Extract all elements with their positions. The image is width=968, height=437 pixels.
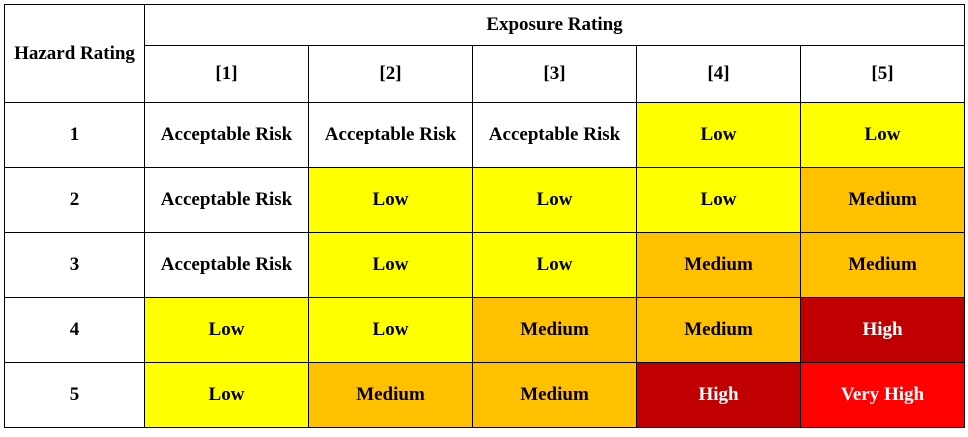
risk-cell: Acceptable Risk	[472, 102, 637, 168]
risk-cell: Low	[308, 297, 473, 363]
risk-cell: Medium	[472, 362, 637, 428]
exposure-rating-header: Exposure Rating	[144, 4, 965, 46]
risk-cell: Low	[636, 102, 801, 168]
risk-cell: Low	[144, 362, 309, 428]
risk-cell: High	[636, 362, 801, 428]
table-row: 1 Acceptable Risk Acceptable Risk Acceptabl…	[4, 102, 965, 168]
risk-cell: Low	[472, 167, 637, 233]
risk-cell: Low	[636, 167, 801, 233]
exposure-level-3: [3]	[472, 45, 637, 103]
hazard-rating-header: Hazard Rating	[4, 4, 145, 103]
risk-cell: High	[800, 297, 965, 363]
table-row: 3 Acceptable Risk Low Low Medium Medium	[4, 232, 965, 298]
risk-cell: Medium	[308, 362, 473, 428]
risk-cell: Acceptable Risk	[144, 167, 309, 233]
exposure-level-5: [5]	[800, 45, 965, 103]
risk-cell: Medium	[636, 297, 801, 363]
hazard-rating-cell: 2	[4, 167, 145, 233]
hazard-rating-cell: 5	[4, 362, 145, 428]
risk-cell: Medium	[472, 297, 637, 363]
risk-matrix-table: Hazard Rating Exposure Rating [1] [2] [3…	[4, 4, 965, 428]
header-row-levels: [1] [2] [3] [4] [5]	[5, 45, 965, 103]
hazard-rating-cell: 1	[4, 102, 145, 168]
risk-cell: Acceptable Risk	[144, 232, 309, 298]
risk-cell: Medium	[800, 232, 965, 298]
risk-cell: Low	[800, 102, 965, 168]
risk-cell: Medium	[636, 232, 801, 298]
hazard-rating-cell: 4	[4, 297, 145, 363]
table-row: 5 Low Medium Medium High Very High	[4, 362, 965, 428]
risk-cell: Low	[308, 232, 473, 298]
risk-cell: Very High	[800, 362, 965, 428]
risk-cell: Low	[144, 297, 309, 363]
risk-cell: Low	[308, 167, 473, 233]
header-row-top: Hazard Rating Exposure Rating	[4, 4, 965, 103]
exposure-level-1: [1]	[144, 45, 309, 103]
risk-cell: Medium	[800, 167, 965, 233]
exposure-level-2: [2]	[308, 45, 473, 103]
risk-cell: Acceptable Risk	[308, 102, 473, 168]
risk-cell: Acceptable Risk	[144, 102, 309, 168]
table-row: 2 Acceptable Risk Low Low Low Medium	[4, 167, 965, 233]
exposure-level-4: [4]	[636, 45, 801, 103]
table-row: 4 Low Low Medium Medium High	[4, 297, 965, 363]
matrix-body: 1 Acceptable Risk Acceptable Risk Acceptabl…	[4, 102, 965, 428]
risk-cell: Low	[472, 232, 637, 298]
hazard-rating-cell: 3	[4, 232, 145, 298]
